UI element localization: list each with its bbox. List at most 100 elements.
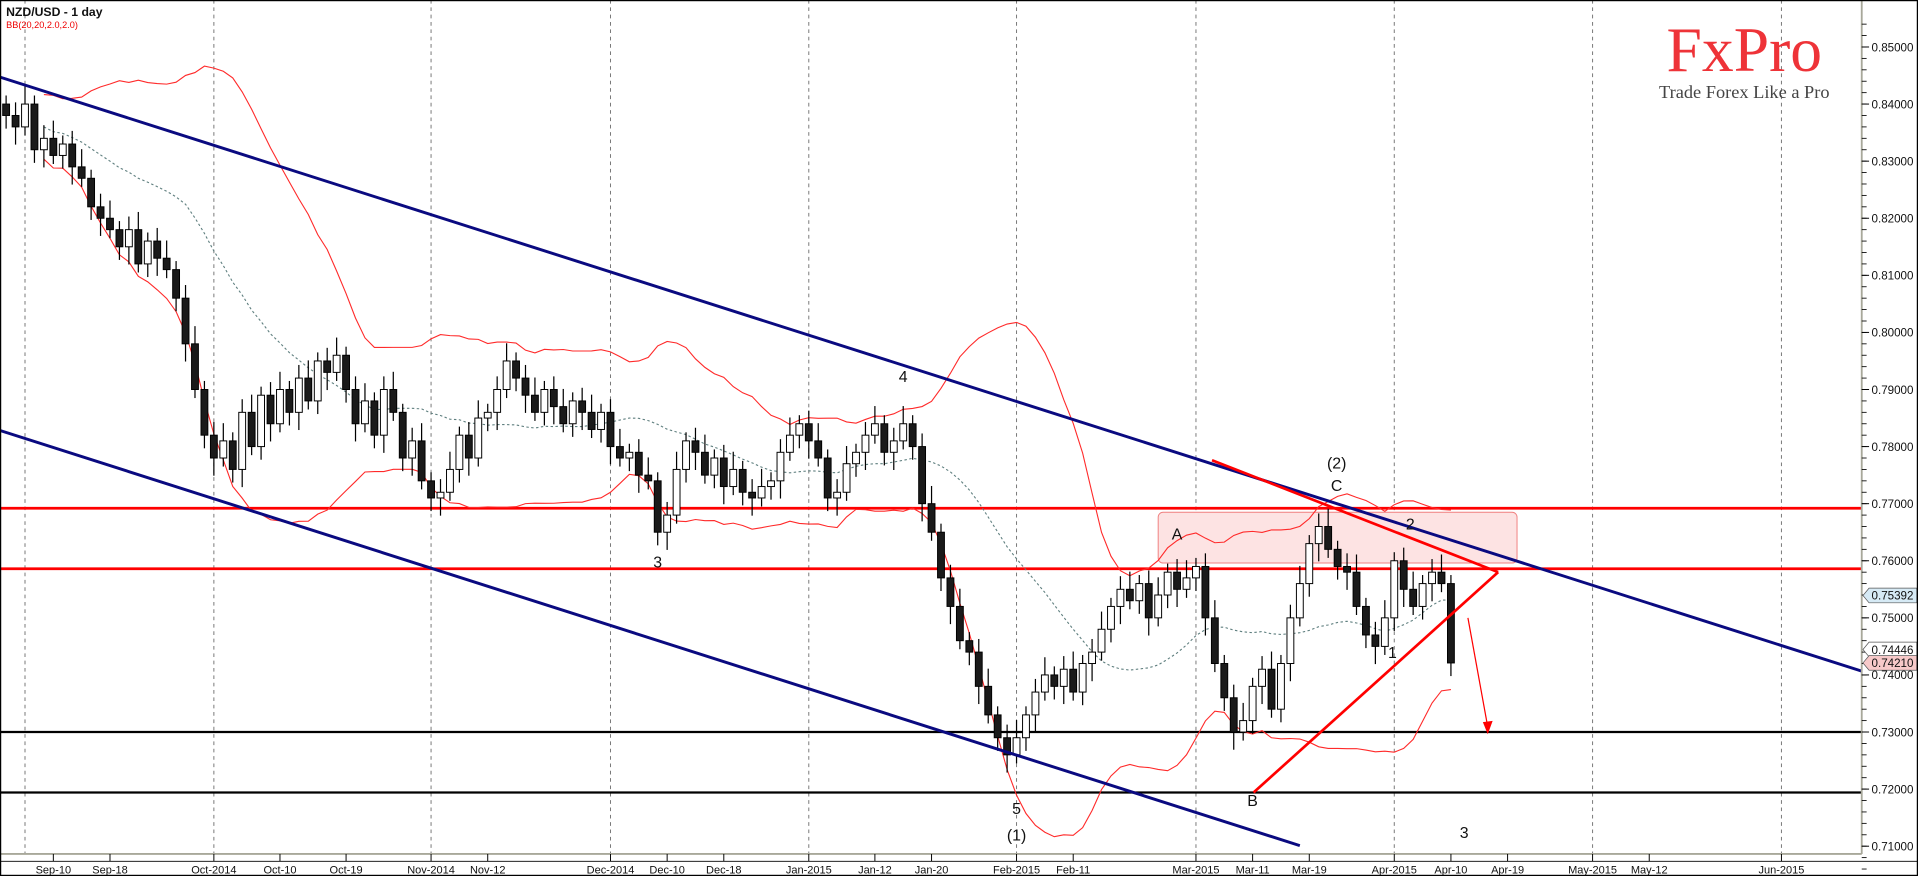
- bullish-candle: [474, 417, 483, 459]
- wave-label: (1): [1007, 827, 1026, 844]
- price-tick-label: 0.79000: [1872, 384, 1914, 397]
- bullish-candle: [1031, 691, 1040, 716]
- bullish-candle: [1380, 617, 1389, 647]
- bearish-candle: [106, 217, 114, 231]
- bullish-candle: [1097, 628, 1106, 653]
- bearish-candle: [49, 137, 58, 156]
- bearish-candle: [464, 434, 473, 459]
- bearish-candle: [587, 411, 596, 430]
- bearish-candle: [285, 389, 294, 413]
- bullish-candle: [767, 480, 775, 488]
- date-tick-label: Apr-2015: [1372, 865, 1417, 876]
- bearish-candle: [1343, 565, 1351, 573]
- bearish-candle: [1220, 663, 1229, 699]
- bullish-candle: [1428, 571, 1436, 585]
- logo-brand: FxPro: [1667, 14, 1823, 85]
- bullish-candle: [1248, 685, 1257, 722]
- bullish-candle: [1295, 583, 1304, 619]
- bearish-candle: [691, 440, 700, 453]
- bearish-candle: [1210, 617, 1219, 665]
- bearish-candle: [738, 468, 747, 493]
- bullish-candle: [1418, 583, 1427, 607]
- bearish-candle: [342, 354, 350, 390]
- bullish-candle: [446, 468, 454, 493]
- bearish-candle: [549, 389, 558, 408]
- bearish-candle: [134, 229, 143, 265]
- bullish-candle: [313, 360, 322, 402]
- bearish-candle: [965, 640, 974, 653]
- bearish-candle: [1125, 588, 1134, 602]
- bearish-candle: [115, 229, 124, 248]
- wave-label: 3: [1460, 825, 1469, 842]
- time-axis[interactable]: Sep-10 Sep-18 Oct-2014 Oct-10 Oct-19 Nov-2014…: [36, 853, 1805, 876]
- bearish-candle: [1437, 571, 1446, 585]
- bullish-candle: [238, 411, 247, 470]
- date-tick-label: Nov-12: [470, 865, 505, 876]
- price-tick-label: 0.76000: [1872, 555, 1914, 568]
- bearish-candle: [804, 423, 813, 442]
- bearish-candle: [918, 446, 927, 505]
- price-label-text: 0.74210: [1872, 657, 1914, 670]
- bearish-candle: [993, 714, 1002, 739]
- bearish-candle: [1362, 605, 1370, 636]
- bearish-candle: [398, 411, 407, 459]
- bearish-candle: [417, 440, 426, 482]
- bullish-candle: [143, 240, 152, 265]
- bearish-candle: [531, 394, 539, 413]
- date-tick-label: Sep-18: [92, 865, 127, 876]
- date-tick-label: Jan-2015: [786, 865, 832, 876]
- date-tick-label: Jan-20: [915, 865, 949, 876]
- indicator-label: BB(20,20,2.0,2.0): [6, 20, 78, 30]
- bullish-candle: [1314, 526, 1323, 545]
- bearish-candle: [1333, 548, 1342, 567]
- bearish-candle: [1447, 583, 1455, 664]
- bearish-candle: [1324, 526, 1333, 550]
- bullish-candle: [757, 486, 766, 499]
- date-tick-label: Mar-2015: [1172, 865, 1219, 876]
- bearish-candle: [1267, 668, 1276, 710]
- bearish-candle: [11, 114, 20, 128]
- price-tick-label: 0.81000: [1872, 270, 1914, 283]
- bearish-candle: [181, 297, 190, 345]
- candles: [2, 86, 1455, 773]
- bullish-candle: [1258, 668, 1266, 687]
- bullish-candle: [483, 411, 492, 419]
- logo-tagline: Trade Forex Like a Pro: [1659, 82, 1829, 102]
- bullish-candle: [1390, 560, 1399, 619]
- wave-label: B: [1247, 793, 1258, 810]
- bearish-candle: [247, 411, 256, 448]
- bearish-candle: [153, 240, 162, 259]
- upper-channel-line: [0, 75, 1867, 675]
- wave-labels: 4 3 5 (1) A B (2) C 2 1 3: [653, 369, 1468, 844]
- bearish-candle: [172, 269, 181, 299]
- bullish-candle: [1107, 605, 1115, 630]
- date-tick-label: Mar-19: [1292, 865, 1327, 876]
- bullish-candle: [861, 434, 870, 453]
- bullish-candle: [1286, 617, 1295, 665]
- bearish-candle: [200, 389, 209, 436]
- target-arrow-head: [1482, 720, 1493, 735]
- bullish-candle: [682, 440, 690, 470]
- bearish-candle: [228, 440, 237, 470]
- bearish-candle: [512, 360, 520, 379]
- bearish-candle: [1201, 565, 1210, 619]
- price-tick-label: 0.77000: [1872, 498, 1914, 511]
- bearish-candle: [955, 605, 964, 642]
- bearish-candle: [974, 651, 983, 687]
- price-tick-label: 0.80000: [1872, 327, 1914, 340]
- bullish-candle: [672, 468, 681, 516]
- wave-label: (2): [1327, 455, 1346, 472]
- bearish-candle: [77, 166, 86, 179]
- bearish-candle: [700, 451, 709, 476]
- wave-label: C: [1331, 478, 1342, 495]
- price-axis[interactable]: 0.71000 0.72000 0.73000 0.74000 0.75000 0.760…: [1861, 23, 1914, 870]
- bearish-candle: [946, 577, 955, 607]
- bearish-candle: [1050, 674, 1059, 687]
- bullish-candle: [493, 389, 502, 413]
- price-tick-label: 0.84000: [1872, 98, 1914, 111]
- bullish-candle: [39, 137, 48, 151]
- bollinger-upper-band: [43, 65, 1451, 577]
- bullish-candle: [833, 491, 842, 499]
